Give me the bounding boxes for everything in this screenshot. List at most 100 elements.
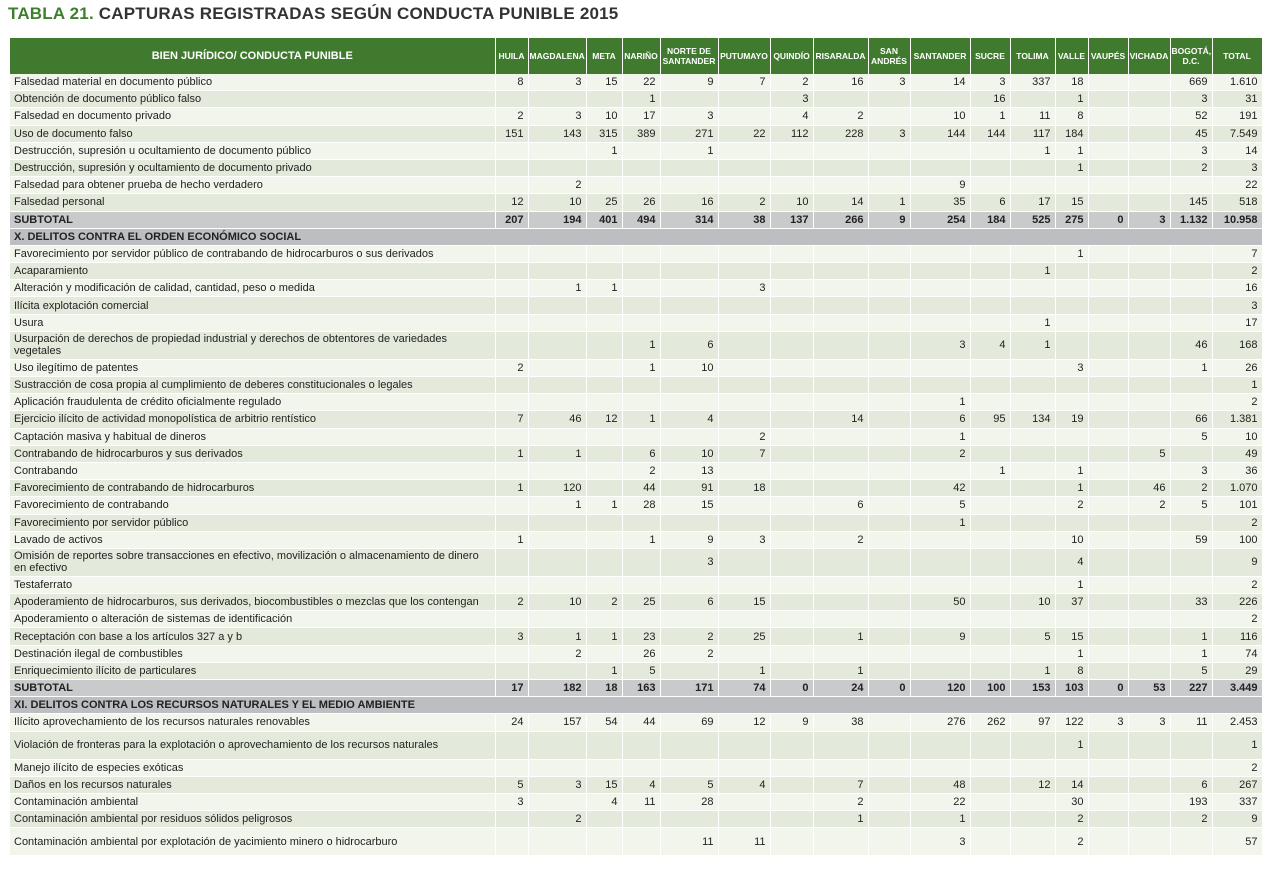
value-cell — [770, 393, 814, 412]
value-cell: 6 — [813, 496, 869, 515]
table-row: Obtención de documento público falso 1 3 16… — [10, 90, 1263, 109]
value-cell — [586, 610, 623, 629]
value-cell — [1128, 514, 1171, 532]
value-cell — [770, 428, 814, 446]
value-cell — [528, 376, 587, 395]
value-cell — [813, 90, 869, 109]
value-cell — [1128, 827, 1171, 857]
value-cell — [1170, 314, 1213, 332]
row-label: Favorecimiento de contrabando de hidroca… — [10, 479, 496, 498]
table-row: Falsedad material en documento público 8 3… — [10, 74, 1263, 92]
value-cell: 3 — [528, 776, 587, 794]
table-title: TABLA 21. CAPTURAS REGISTRADAS SEGÚN CON… — [8, 4, 618, 24]
total-cell: 74 — [1212, 645, 1263, 663]
value-cell — [1088, 759, 1129, 777]
value-cell: 7 — [718, 74, 771, 92]
value-cell — [528, 759, 587, 777]
value-cell — [660, 296, 719, 315]
value-cell — [1128, 90, 1171, 109]
value-cell — [813, 376, 869, 395]
value-cell — [718, 410, 771, 429]
value-cell — [718, 610, 771, 629]
value-cell — [1055, 514, 1089, 532]
value-cell — [868, 548, 911, 577]
value-cell — [586, 262, 623, 281]
value-cell — [495, 393, 529, 412]
value-cell: 24 — [813, 679, 869, 698]
table-row: Falsedad personal 12 10 25 26 16 2 10 14 1 35 6 17 15… — [10, 193, 1263, 212]
row-label: Falsedad para obtener prueba de hecho ve… — [10, 176, 496, 195]
value-cell — [970, 142, 1011, 160]
table-row: Testaferrato 1 2 — [10, 576, 1263, 595]
value-cell — [970, 428, 1011, 446]
value-cell: 12 — [586, 410, 623, 429]
value-cell — [1055, 610, 1089, 629]
table-row: Ilícito aprovechamiento de los recursos … — [10, 713, 1263, 732]
value-cell — [1128, 531, 1171, 549]
value-cell — [910, 262, 971, 281]
value-cell — [1128, 376, 1171, 395]
value-cell — [660, 759, 719, 777]
table-header-row: BIEN JURÍDICO/ CONDUCTA PUNIBLE HUILA MAGD… — [10, 38, 1263, 74]
value-cell: 100 — [970, 679, 1011, 698]
value-cell — [586, 548, 623, 577]
value-cell — [660, 393, 719, 412]
value-cell — [770, 827, 814, 857]
value-cell — [586, 314, 623, 332]
total-cell: 1 — [1212, 376, 1263, 395]
value-cell — [813, 593, 869, 612]
value-cell: 5 — [1170, 496, 1213, 515]
value-cell: 3 — [528, 107, 587, 126]
value-cell — [1088, 279, 1129, 298]
value-cell — [1170, 827, 1213, 857]
value-cell: 3 — [910, 827, 971, 857]
value-cell: 14 — [1055, 776, 1089, 794]
value-cell — [1128, 645, 1171, 663]
value-cell: 11 — [1010, 107, 1056, 126]
value-cell — [868, 245, 911, 264]
total-cell: 36 — [1212, 462, 1263, 481]
value-cell: 12 — [495, 193, 529, 212]
value-cell — [910, 314, 971, 332]
value-cell: 1 — [970, 107, 1011, 126]
value-cell — [868, 331, 911, 360]
value-cell — [770, 479, 814, 498]
value-cell: 2 — [495, 593, 529, 612]
value-cell: 11 — [660, 827, 719, 857]
row-label: Daños en los recursos naturales — [10, 776, 496, 794]
value-cell — [1010, 827, 1056, 857]
value-cell: 1 — [1055, 159, 1089, 178]
value-cell: 3 — [718, 531, 771, 549]
value-cell — [1088, 193, 1129, 212]
value-cell: 2 — [1170, 159, 1213, 178]
table-row: Contaminación ambiental 3 4 11 28 2 22 30 193 337 — [10, 793, 1263, 812]
value-cell: 254 — [910, 211, 971, 229]
value-cell — [1128, 627, 1171, 646]
value-cell — [868, 159, 911, 178]
value-cell: 6 — [1170, 776, 1213, 794]
value-cell — [1128, 107, 1171, 126]
value-cell: 7 — [813, 776, 869, 794]
value-cell: 2 — [528, 645, 587, 663]
table-row: Apoderamiento de hidrocarburos, sus deri… — [10, 593, 1263, 612]
value-cell — [910, 90, 971, 109]
value-cell — [868, 593, 911, 612]
value-cell — [718, 514, 771, 532]
value-cell: 4 — [1055, 548, 1089, 577]
table-row: Falsedad en documento privado 2 3 10 17 3 4 2 10… — [10, 107, 1263, 126]
value-cell — [622, 548, 661, 577]
value-cell — [622, 376, 661, 395]
value-cell — [813, 827, 869, 857]
value-cell: 18 — [718, 479, 771, 498]
value-cell: 10 — [586, 107, 623, 126]
row-label: Aplicación fraudulenta de crédito oficia… — [10, 393, 496, 412]
value-cell: 1 — [528, 627, 587, 646]
value-cell: 28 — [660, 793, 719, 812]
table-row: Favorecimiento de contrabando de hidroca… — [10, 479, 1263, 498]
value-cell — [718, 731, 771, 760]
value-cell: 1 — [1010, 662, 1056, 681]
value-cell: 1 — [622, 331, 661, 360]
value-cell: 1 — [910, 393, 971, 412]
column-header: VALLE — [1055, 38, 1089, 74]
value-cell — [1010, 645, 1056, 663]
